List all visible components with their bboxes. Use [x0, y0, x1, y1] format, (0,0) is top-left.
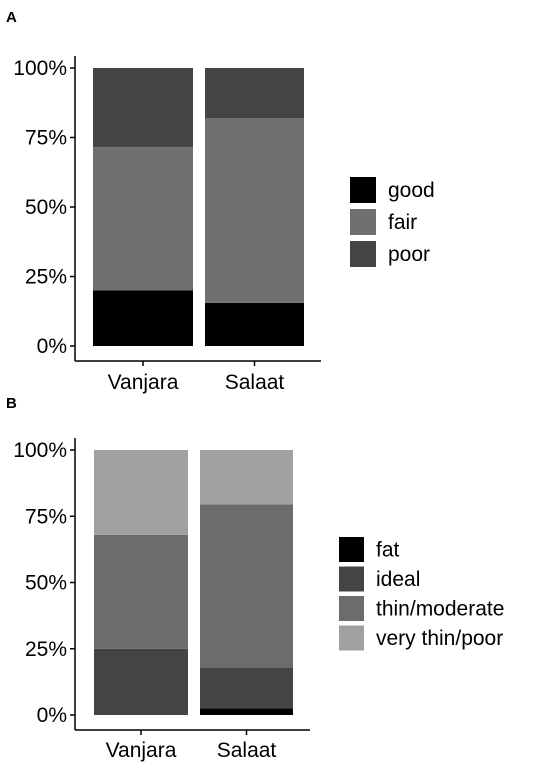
legend-swatch	[339, 537, 364, 562]
x-tick-label: Salaat	[217, 739, 277, 762]
legend: good fair poor	[350, 177, 435, 267]
bar-segment	[205, 68, 304, 119]
y-tick-label: 100%	[13, 439, 67, 462]
bar-segment	[205, 302, 304, 346]
y-tick-label: 25%	[25, 266, 67, 289]
bar-segment	[200, 450, 293, 505]
y-tick-label: 100%	[13, 57, 67, 80]
y-tick-label: 25%	[25, 638, 67, 661]
legend-swatch	[350, 209, 376, 235]
x-tick-label: Salaat	[225, 371, 285, 394]
x-tick-label: Vanjara	[108, 371, 179, 394]
bar-segment	[93, 68, 193, 148]
y-tick-label: 75%	[25, 127, 67, 150]
bar-segment	[93, 147, 193, 291]
panel-label: B	[6, 395, 17, 412]
bar-segment	[200, 504, 293, 668]
panel-label: A	[6, 9, 17, 26]
y-tick-label: 50%	[25, 196, 67, 219]
y-tick-label: 50%	[25, 572, 67, 595]
legend-label: fat	[376, 539, 400, 562]
legend-swatch	[339, 566, 364, 592]
bar-segment	[93, 290, 193, 346]
legend-swatch	[350, 241, 376, 267]
bar-segment	[200, 708, 293, 715]
x-tick-label: Vanjara	[106, 739, 177, 762]
y-tick-label: 0%	[37, 335, 67, 358]
legend: fat ideal thin/moderate very thin/poor	[339, 537, 504, 651]
bar-segment	[94, 534, 188, 649]
bar-segment	[205, 118, 304, 303]
legend-swatch	[339, 596, 364, 621]
legend-label: very thin/poor	[376, 627, 503, 650]
bar-segment	[94, 648, 188, 715]
bar-segment	[94, 450, 188, 535]
legend-label: fair	[388, 211, 417, 234]
legend-label: ideal	[376, 568, 420, 591]
legend-label: thin/moderate	[376, 598, 504, 621]
legend-swatch	[339, 625, 364, 651]
legend-label: good	[388, 179, 435, 202]
chart-panel-b: B Vanjara Salaat 0% 25% 50% 75% 100% fat ideal thi…	[6, 395, 504, 762]
legend-swatch	[350, 177, 376, 203]
y-tick-label: 0%	[37, 704, 67, 727]
y-tick-label: 75%	[25, 505, 67, 528]
legend-label: poor	[388, 243, 430, 266]
chart-panel-a: A Vanjara Salaat 0% 25% 50% 75% 100% good fair poo…	[6, 9, 435, 394]
bar-segment	[200, 667, 293, 709]
